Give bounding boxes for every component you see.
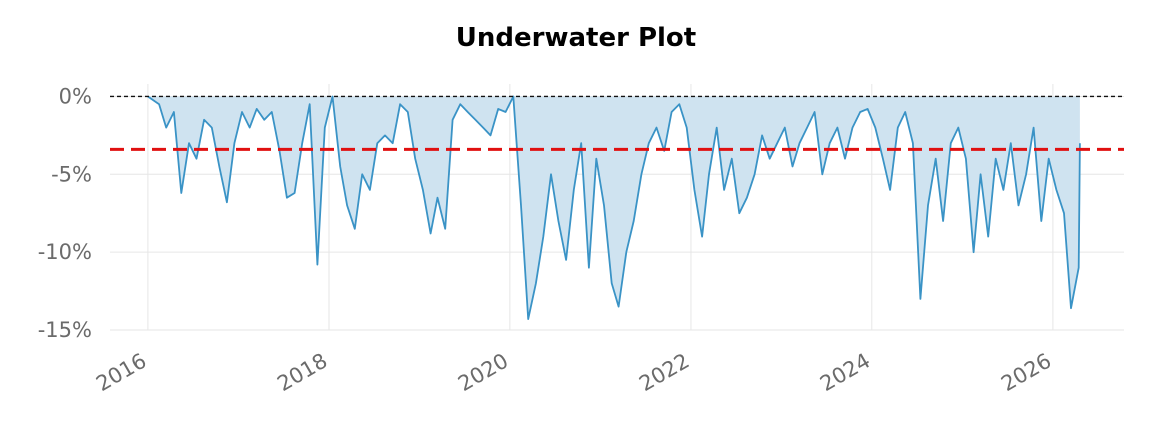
chart-title: Underwater Plot [456,23,696,53]
x-tick-label: 2026 [997,349,1055,397]
x-tick-label: 2020 [454,349,512,397]
y-tick-label: -10% [38,240,92,264]
y-tick-label: -15% [38,318,92,342]
x-tick-label: 2018 [273,349,331,397]
y-tick-label: -5% [51,162,92,186]
drawdown-line [147,95,1081,320]
reference-lines [110,95,1124,151]
plot-area [147,95,1081,320]
x-tick-label: 2016 [92,349,150,397]
drawdown-area [147,96,1080,320]
y-tick-label: 0% [59,84,92,108]
x-tick-label: 2024 [816,349,874,397]
x-tick-label: 2022 [635,349,693,397]
